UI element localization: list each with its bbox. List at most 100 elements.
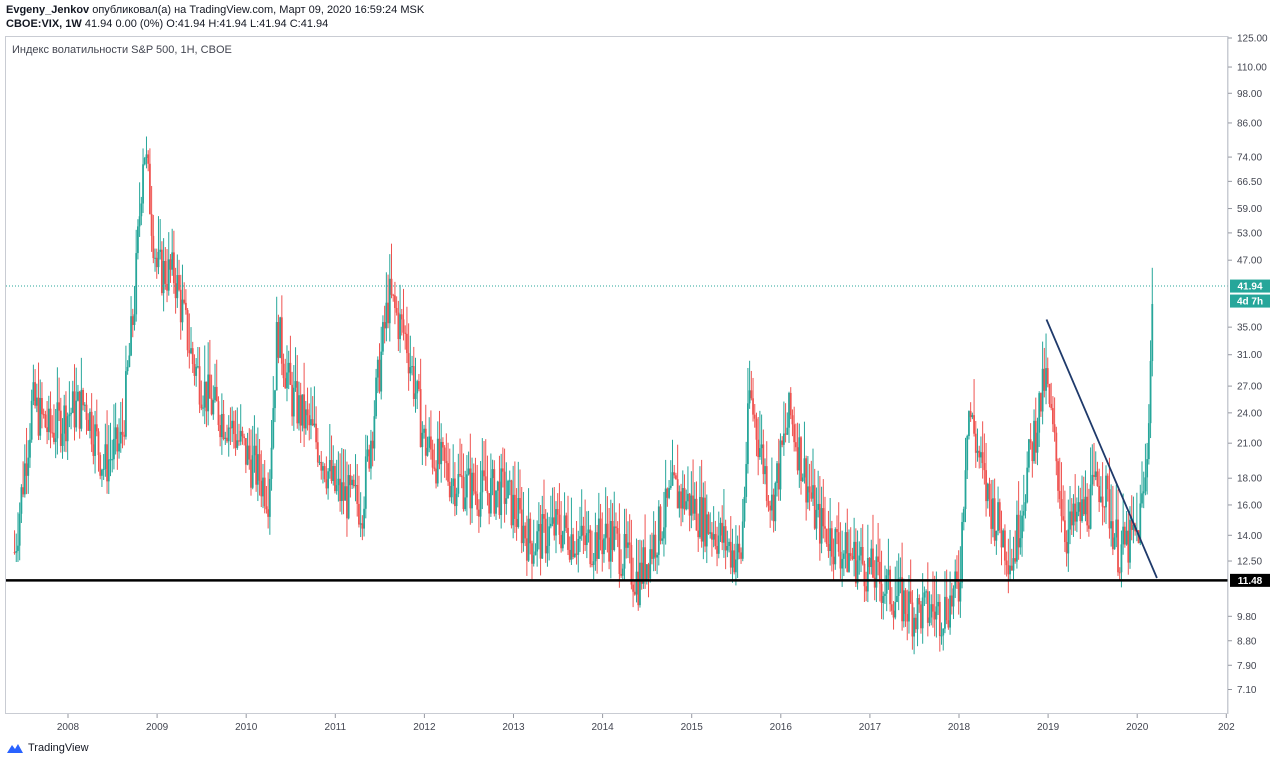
- author-name[interactable]: Evgeny_Jenkov: [6, 4, 90, 16]
- candle-body: [937, 601, 939, 607]
- candle-body: [1004, 530, 1006, 561]
- candle-body: [839, 551, 842, 569]
- candle-body: [930, 604, 933, 618]
- candle-body: [920, 604, 922, 629]
- candle-body: [1038, 393, 1041, 433]
- candle-body: [174, 283, 177, 299]
- candle-body: [339, 478, 341, 502]
- candle-body: [1041, 368, 1044, 412]
- candle-body: [985, 470, 987, 502]
- candle-body: [61, 433, 64, 446]
- candle-body: [851, 556, 854, 560]
- candle-body: [443, 447, 446, 462]
- candle-body: [777, 463, 780, 490]
- candle-body: [448, 481, 451, 498]
- candle-body: [94, 424, 96, 456]
- x-tick-label: 2015: [681, 722, 704, 733]
- trend-line[interactable]: [1045, 319, 1158, 579]
- candle-body: [820, 508, 823, 544]
- candle-body: [841, 558, 844, 569]
- candle-body: [546, 545, 549, 554]
- candle-body: [837, 532, 840, 552]
- candle-body: [856, 560, 859, 584]
- y-tick-label: 18.00: [1237, 474, 1262, 485]
- candle-body: [102, 468, 105, 470]
- candle-body: [41, 397, 43, 415]
- candle-body: [311, 419, 314, 426]
- candle-body: [195, 366, 198, 376]
- candle-body: [210, 398, 213, 415]
- candle-body: [1098, 485, 1101, 503]
- candle-body: [375, 377, 377, 417]
- candle-body: [959, 582, 962, 602]
- candle-body: [256, 454, 259, 485]
- candle-body: [30, 400, 33, 440]
- candle-body: [179, 289, 182, 323]
- candle-body: [347, 475, 350, 519]
- candle-body: [248, 445, 251, 460]
- candle-body: [275, 322, 278, 391]
- candle-body: [507, 481, 509, 499]
- candle-body: [565, 515, 568, 528]
- candle-body: [669, 485, 672, 488]
- candle-body: [969, 411, 972, 418]
- candle-body: [226, 437, 228, 442]
- x-tick-label: 2020: [1126, 722, 1149, 733]
- candle-body: [128, 355, 131, 367]
- candle-body: [549, 523, 552, 527]
- time-axis: 2008 2009 2010 2011 2012 2013 2014 2015 2016 2017…: [57, 714, 1235, 733]
- candle-body: [114, 427, 117, 439]
- candle-body: [436, 438, 439, 484]
- candle-body: [412, 366, 415, 399]
- candle-body: [1077, 502, 1080, 512]
- candle-body: [465, 474, 468, 498]
- candle-body: [774, 482, 777, 522]
- candle-body: [519, 497, 521, 510]
- candle-body: [272, 408, 275, 448]
- candle-body: [784, 433, 787, 435]
- candle-body: [685, 501, 688, 510]
- candle-body: [1072, 503, 1075, 526]
- candle-body: [203, 381, 206, 408]
- candle-body: [83, 404, 86, 406]
- candle-body: [123, 434, 126, 437]
- candle-body: [925, 591, 928, 593]
- candle-body: [513, 494, 516, 519]
- candle-body: [352, 479, 355, 487]
- candle-body: [654, 534, 657, 558]
- candle-body: [44, 414, 47, 428]
- candle-body: [680, 491, 682, 509]
- candle-body: [250, 459, 252, 488]
- candle-body: [596, 532, 599, 559]
- candle-body: [1082, 499, 1085, 515]
- candle-body: [892, 610, 895, 618]
- candle-body: [291, 384, 294, 417]
- candle-body: [303, 394, 306, 429]
- candle-body: [1055, 432, 1058, 462]
- candle-body: [808, 486, 811, 493]
- y-tick-label: 86.00: [1237, 118, 1262, 129]
- candle-body: [243, 436, 246, 439]
- candle-body: [776, 463, 778, 483]
- candle-body: [53, 432, 55, 442]
- candle-body: [388, 278, 391, 324]
- candle-body: [47, 408, 50, 433]
- candle-body: [1007, 565, 1010, 575]
- candle-body: [42, 414, 45, 416]
- candle-body: [579, 536, 581, 539]
- candle-body: [241, 430, 244, 437]
- candle-body: [323, 466, 326, 480]
- candle-body: [171, 252, 174, 270]
- y-tick-label: 74.00: [1237, 153, 1262, 164]
- candle-body: [721, 522, 724, 543]
- candle-body: [164, 261, 167, 284]
- candle-body: [889, 569, 892, 605]
- candle-body: [70, 412, 72, 415]
- candle-body: [1146, 459, 1149, 478]
- candle-body: [688, 493, 691, 516]
- price-axis: 125.00 110.00 98.00 86.00 74.00 66.50 59.00 53.…: [1227, 34, 1268, 714]
- y-tick-label: 12.50: [1237, 557, 1262, 568]
- candle-body: [848, 553, 850, 572]
- candle-body: [697, 530, 700, 538]
